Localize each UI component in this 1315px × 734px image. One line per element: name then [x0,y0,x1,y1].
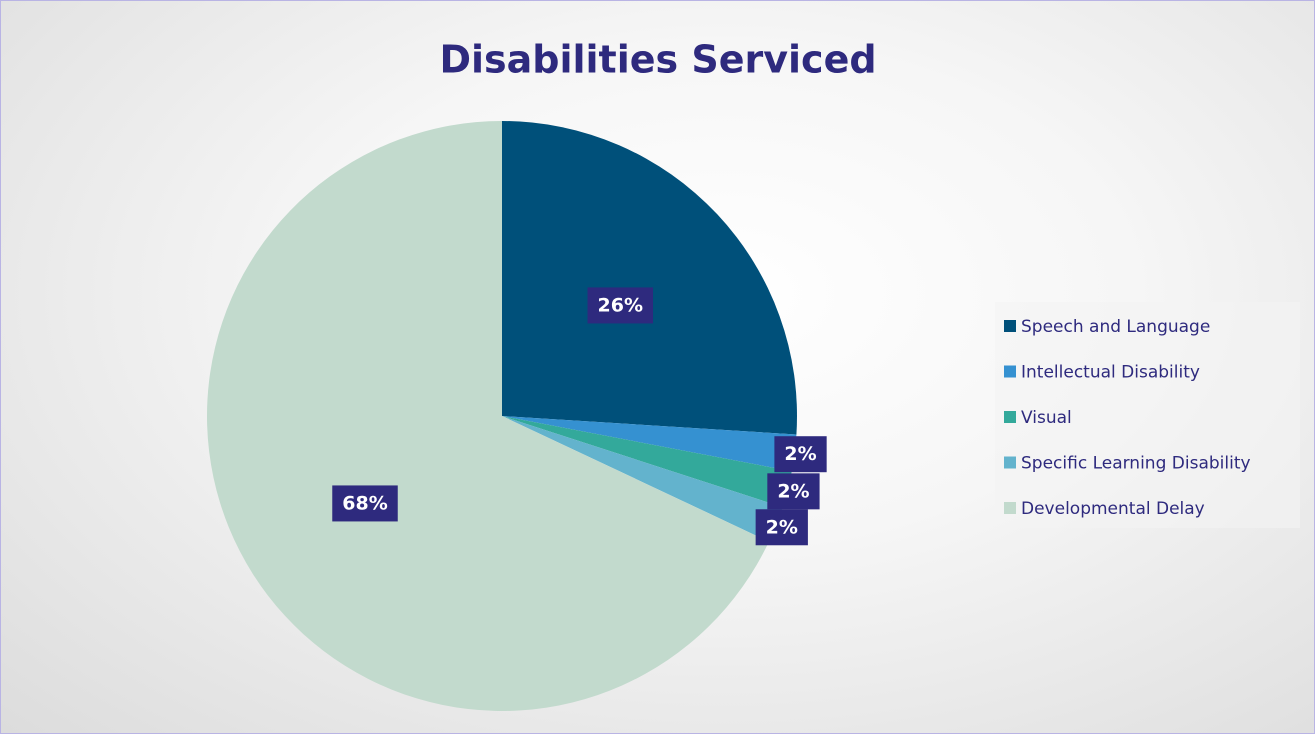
data-label-box [332,485,398,522]
data-label-box [767,473,820,510]
legend-swatch [1004,365,1016,378]
data-label-box [755,509,808,546]
data-label-box [587,287,654,324]
pie-slice [502,416,783,542]
data-label-box [774,436,827,473]
legend-label: Visual [1021,408,1072,428]
data-label: 2% [784,443,816,465]
pie-slice [206,121,769,711]
pie-slice [502,121,797,435]
data-label: 26% [598,294,643,316]
pie-slice [502,416,792,508]
legend-swatch [1004,320,1016,332]
legend-label: Specific Learning Disability [1021,454,1251,474]
chart-title: Disabilities Serviced [439,38,876,82]
data-label: 2% [777,480,809,502]
legend-box [995,302,1300,528]
legend-label: Speech and Language [1021,317,1210,337]
data-label: 68% [342,492,387,514]
data-label: 2% [766,516,798,538]
legend-swatch [1004,411,1016,423]
legend-label: Intellectual Disability [1021,363,1200,383]
pie-slice [502,416,797,472]
legend-swatch [1004,456,1016,469]
legend-label: Developmental Delay [1021,499,1205,519]
legend-swatch [1004,502,1016,514]
